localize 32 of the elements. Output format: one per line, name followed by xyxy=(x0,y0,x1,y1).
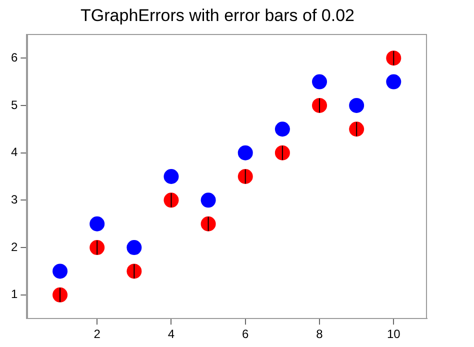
y-tick-label: 3 xyxy=(10,192,18,206)
y-tick-label: 4 xyxy=(10,145,18,160)
point xyxy=(90,240,105,256)
point xyxy=(164,169,179,184)
point xyxy=(200,192,216,208)
point xyxy=(312,74,328,90)
y-tick-label: 5 xyxy=(10,98,18,112)
point xyxy=(200,216,216,232)
point xyxy=(312,98,328,113)
x-tick-label: 4 xyxy=(168,327,175,342)
x-tick-label: 6 xyxy=(242,327,250,342)
point xyxy=(238,169,253,184)
point xyxy=(274,122,290,137)
point xyxy=(274,145,290,160)
point xyxy=(52,264,68,279)
point xyxy=(126,240,142,256)
y-tick-label: 1 xyxy=(10,287,18,302)
chart-title: TGraphErrors with error bars of 0.02 xyxy=(80,6,354,25)
point xyxy=(386,74,402,90)
point xyxy=(52,287,68,302)
point xyxy=(349,122,364,137)
y-tick-label: 2 xyxy=(10,240,18,254)
point xyxy=(238,145,253,160)
x-tick-label: 10 xyxy=(386,327,401,342)
point xyxy=(90,216,105,232)
point xyxy=(164,192,179,208)
point xyxy=(126,264,142,279)
point xyxy=(349,98,364,113)
x-tick-label: 8 xyxy=(316,327,324,342)
y-tick-label: 6 xyxy=(10,50,18,64)
point xyxy=(386,50,402,66)
x-tick-label: 2 xyxy=(94,327,101,342)
